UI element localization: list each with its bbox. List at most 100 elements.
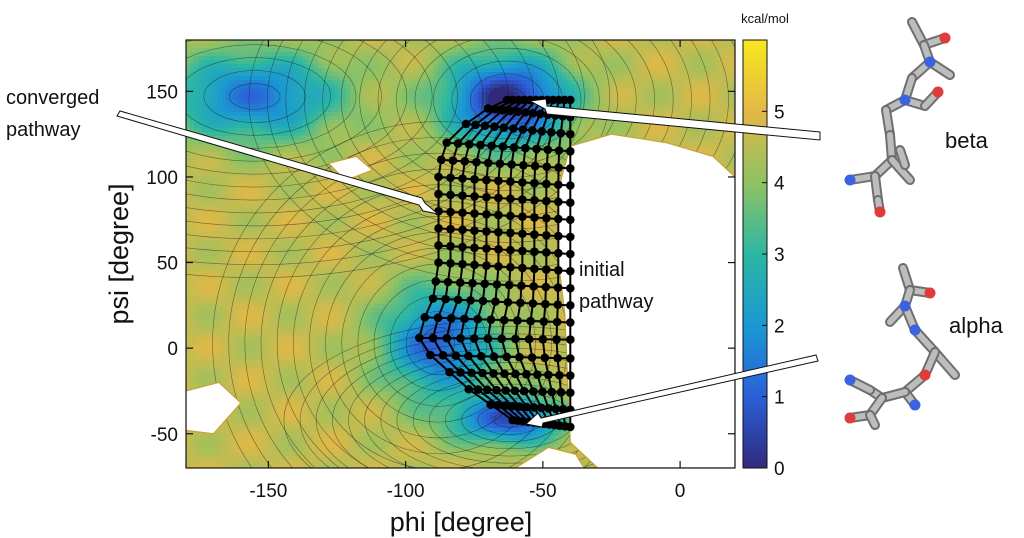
pathway-point xyxy=(529,387,538,396)
pathway-point xyxy=(518,212,527,221)
pathway-point xyxy=(528,126,537,135)
pathway-point xyxy=(530,179,539,188)
pathway-point xyxy=(566,267,575,276)
pathway-point xyxy=(520,387,529,396)
pathway-point xyxy=(462,120,471,129)
pathway-point xyxy=(530,230,539,239)
pathway-point xyxy=(429,334,438,343)
pathway-point xyxy=(518,178,527,187)
pathway-point xyxy=(491,297,500,306)
pathway-point xyxy=(482,227,491,236)
pathway-point xyxy=(458,226,467,235)
y-tick-label: 0 xyxy=(167,339,178,360)
pathway-point xyxy=(434,241,443,250)
pathway-point xyxy=(482,210,491,219)
pathway-point xyxy=(510,143,519,152)
pathway-point xyxy=(456,334,465,343)
pathway-point xyxy=(566,354,575,363)
pathway-point xyxy=(458,191,467,200)
pathway-point xyxy=(439,351,448,360)
pathway-point xyxy=(552,335,561,344)
pathway-point xyxy=(542,231,551,240)
x-tick-label: -50 xyxy=(529,481,556,502)
pathway-point xyxy=(554,215,563,224)
pathway-point xyxy=(442,334,451,343)
pathway-point xyxy=(470,261,479,270)
pathway-point xyxy=(458,208,467,217)
pathway-point xyxy=(484,104,493,113)
pathway-point xyxy=(557,129,566,138)
x-axis-title: phi [degree] xyxy=(390,507,533,537)
pathway-point xyxy=(473,315,482,324)
pathway-point xyxy=(442,138,451,147)
pathway-point xyxy=(471,121,480,130)
pathway-point xyxy=(479,297,488,306)
y-tick-label: 50 xyxy=(157,254,178,275)
pathway-point xyxy=(477,352,486,361)
pathway-point xyxy=(566,335,575,344)
pathway-point xyxy=(506,212,515,221)
pathway-point xyxy=(529,282,538,291)
pathway-point xyxy=(529,109,538,118)
y-tick-label: 150 xyxy=(146,82,178,103)
pathway-point xyxy=(542,265,551,274)
pathway-point xyxy=(536,110,545,119)
pathway-point xyxy=(466,296,475,305)
pathway-point xyxy=(547,128,556,137)
pathway-point xyxy=(529,299,538,308)
pathway-point xyxy=(478,369,487,378)
pathway-point xyxy=(538,127,547,136)
pathway-point xyxy=(470,175,479,184)
pathway-point xyxy=(554,180,563,189)
pathway-point xyxy=(566,147,575,156)
pathway-point xyxy=(530,247,539,256)
pathway-point xyxy=(426,351,435,360)
pathway-point xyxy=(540,317,549,326)
pathway-point xyxy=(533,370,542,379)
pathway-point xyxy=(521,108,530,117)
colorbar-tick-label: 3 xyxy=(774,245,785,266)
pathway-point xyxy=(506,246,515,255)
pathway-point xyxy=(566,130,575,139)
pathway-point xyxy=(496,159,505,168)
pathway-point xyxy=(555,371,564,380)
pathway-point xyxy=(434,207,443,216)
pathway-point xyxy=(566,198,575,207)
y-tick-label: -50 xyxy=(151,425,178,446)
pathway-point xyxy=(518,247,527,256)
pathway-point xyxy=(544,145,553,154)
pathway-point xyxy=(446,173,455,182)
pathway-point xyxy=(539,335,548,344)
initial-label-line2: pathway xyxy=(579,291,654,313)
initial-label-line1: initial xyxy=(579,259,625,281)
pathway-point xyxy=(566,250,575,259)
pathway-point xyxy=(480,280,489,289)
pathway-point xyxy=(494,245,503,254)
pathway-point xyxy=(522,370,531,379)
pathway-point xyxy=(554,266,563,275)
pathway-point xyxy=(506,229,515,238)
pathway-point xyxy=(441,295,450,304)
pathway-point xyxy=(505,281,514,290)
colorbar-tick-label: 1 xyxy=(774,388,785,409)
beta-label: beta xyxy=(945,128,989,153)
pathway-point xyxy=(544,371,553,380)
pathway-point xyxy=(566,181,575,190)
pathway-point xyxy=(532,145,541,154)
pathway-point xyxy=(481,121,490,130)
pathway-point xyxy=(456,368,465,377)
pathway-point xyxy=(518,195,527,204)
pathway-point xyxy=(494,211,503,220)
pathway-point xyxy=(530,264,539,273)
pathway-point xyxy=(566,388,575,397)
pathway-point xyxy=(566,371,575,380)
pathway-point xyxy=(500,316,509,325)
pathway-point xyxy=(507,160,516,169)
pathway-point xyxy=(470,243,479,252)
pathway-point xyxy=(458,243,467,252)
pathway-point xyxy=(566,301,575,310)
pathway-point xyxy=(516,299,525,308)
pathway-point xyxy=(446,225,455,234)
pathway-point xyxy=(503,96,512,105)
colorbar-unit: kcal/mol xyxy=(741,11,789,26)
